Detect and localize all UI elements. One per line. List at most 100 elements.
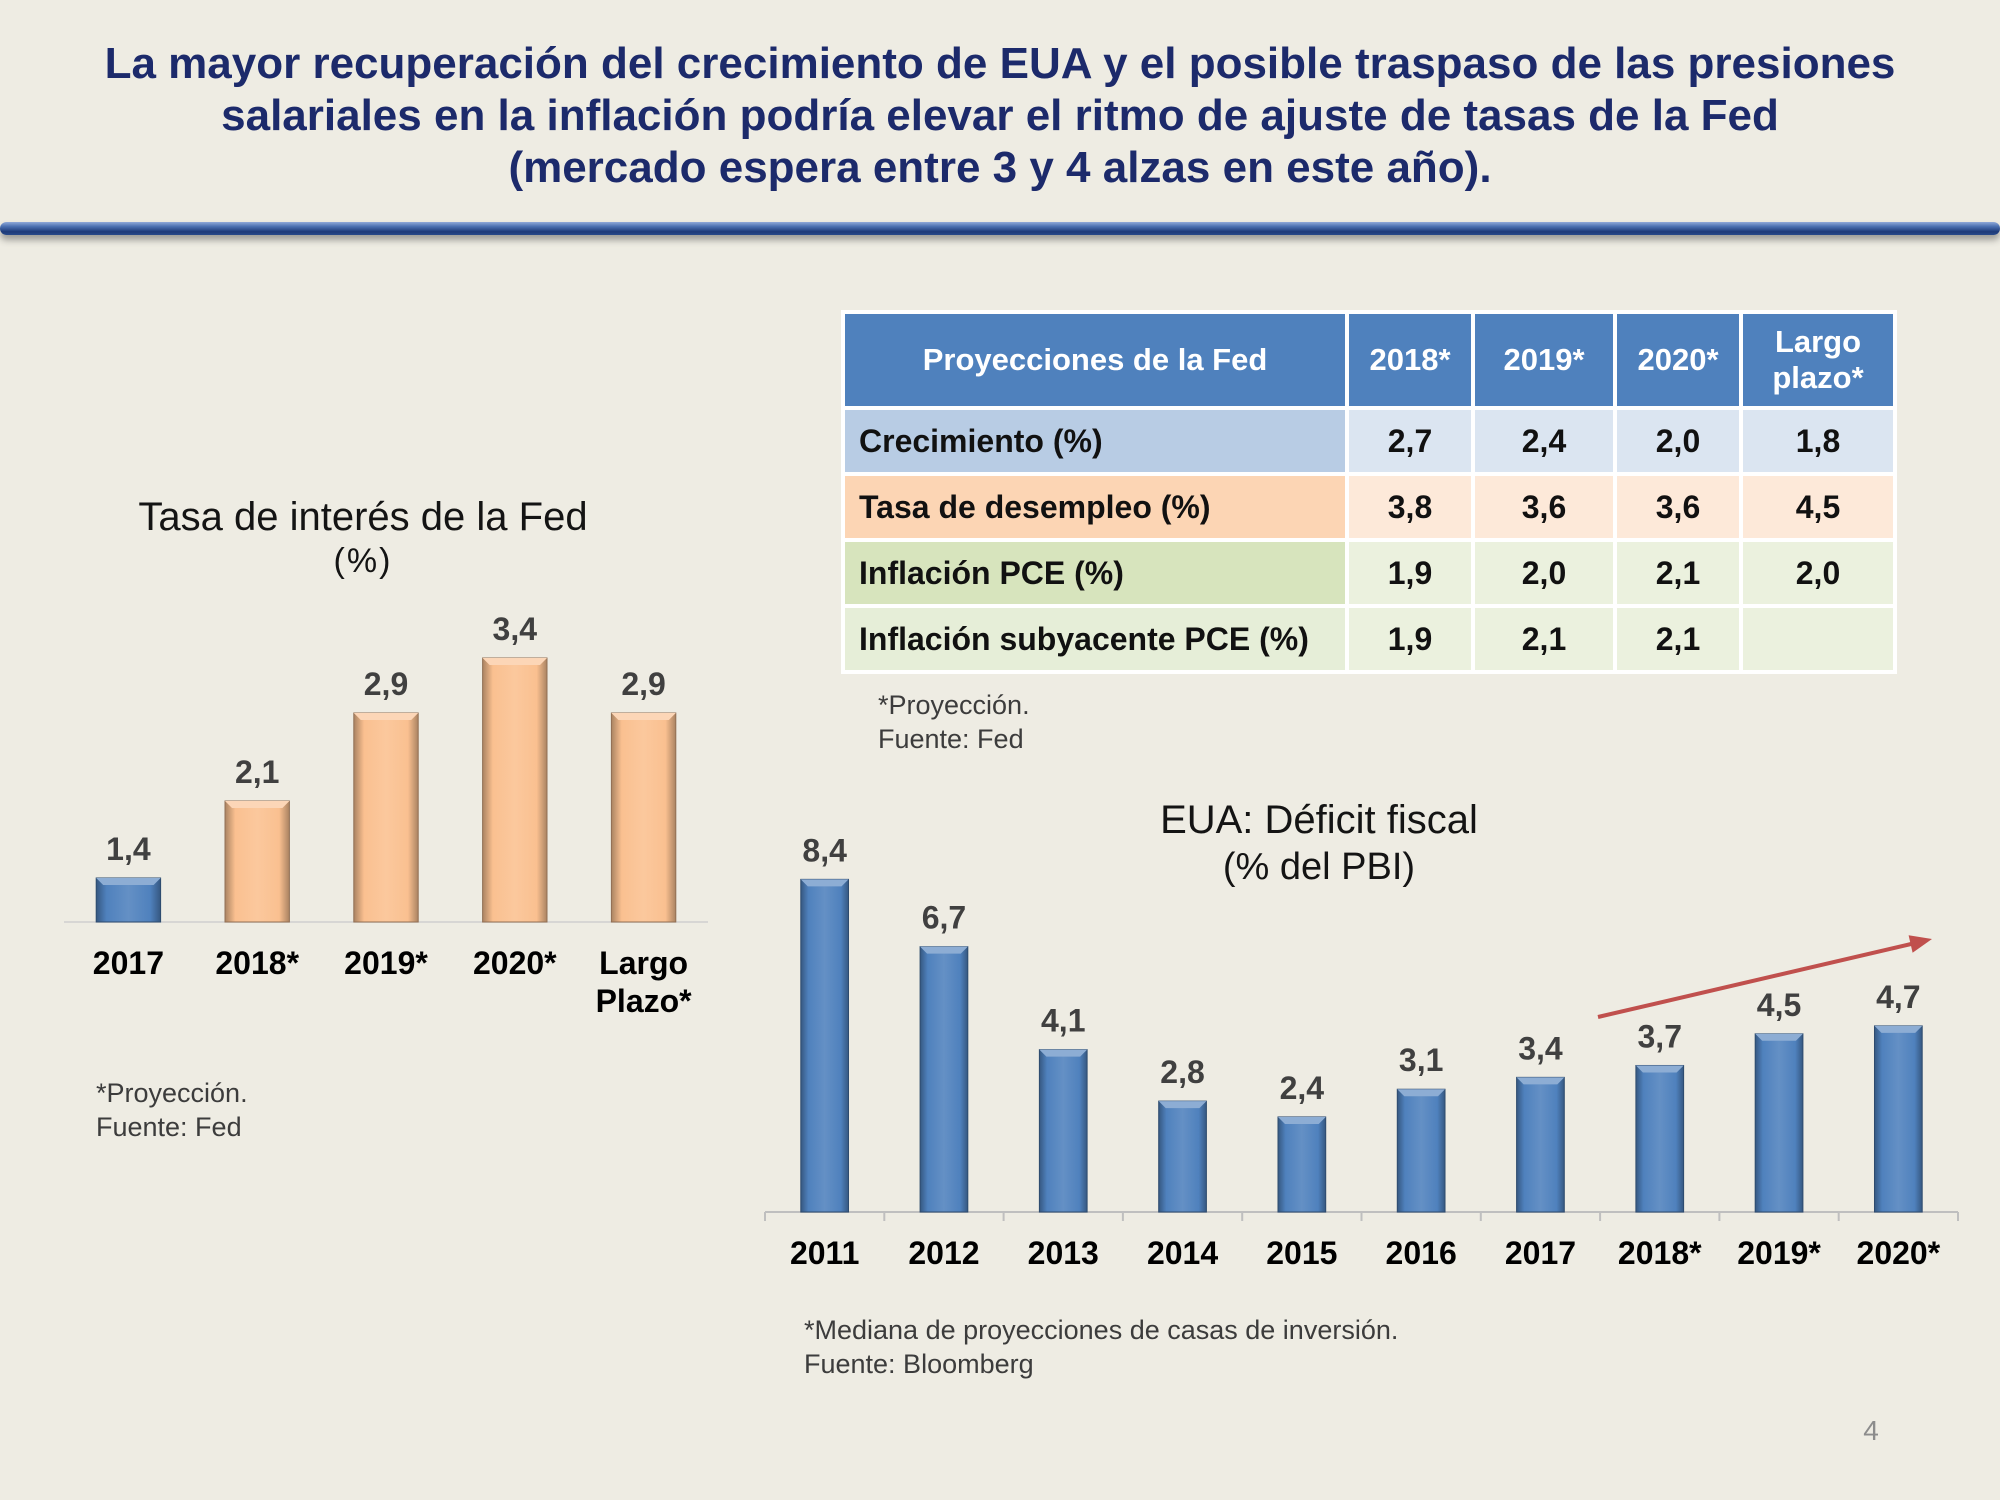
fed-rate-bar-bevel-2018 [225,801,290,808]
deficit-category-label-2011: 2011 [790,1235,859,1271]
fiscal-deficit-bar-chart: 8,4 2011 6,7 2012 4,1 2013 2,8 2014 2,4 2015 3,1 20… [764,832,1959,1271]
deficit-bar-2011 [800,878,850,1213]
cell-unemployment-2018: 3,8 [1349,476,1471,538]
deficit-bar-2016 [1396,1088,1446,1213]
cell-core-pce-inflation-2019: 2,1 [1475,608,1613,670]
deficit-chart-title: EUA: Déficit fiscal [1160,798,1478,842]
cell-core-pce-inflation-2020: 2,1 [1617,608,1739,670]
deficit-category-label-2015: 2015 [1266,1235,1337,1271]
row-label-unemployment: Tasa de desempleo (%) [845,476,1345,538]
table-row-growth: Crecimiento (%) 2,7 2,4 2,0 1,8 [845,410,1893,472]
fed-rate-category-label-2020: 2020* [473,945,557,981]
cell-pce-inflation-2019: 2,0 [1475,542,1613,604]
deficit-bar-2018 [1635,1064,1685,1213]
table-header-projections: Proyecciones de la Fed [845,314,1345,406]
fed-rate-chart-unit: (%) [333,542,393,580]
deficit-category-label-line: 2011 [790,1235,859,1271]
row-label-growth: Crecimiento (%) [845,410,1345,472]
fed-rate-note-source: Fuente: Fed [96,1112,242,1142]
deficit-category-label-line: 2013 [1028,1235,1099,1271]
deficit-category-label-line: 2016 [1386,1235,1457,1271]
trend-arrow-shaft [1597,942,1912,1019]
deficit-category-label-2012: 2012 [908,1235,979,1271]
deficit-category-label-2018: 2018* [1618,1235,1702,1271]
deficit-bar-bevel-2017 [1516,1077,1565,1085]
deficit-bar-2015 [1277,1116,1327,1213]
deficit-bar-bevel-2011 [800,879,849,887]
fed-rate-bar-2019 [353,712,419,923]
fed-rate-value-label-2020: 3,4 [493,611,538,647]
deficit-category-label-line: 2019* [1737,1235,1821,1271]
trend-arrow-head [1908,935,1932,953]
title-separator-bar [0,222,2000,235]
deficit-bar-bevel-2014 [1158,1101,1207,1109]
deficit-category-label-line: 2012 [908,1235,979,1271]
deficit-bar-2013 [1038,1049,1088,1213]
cell-pce-inflation-2020: 2,1 [1617,542,1739,604]
deficit-chart-unit: (% del PBI) [1222,846,1416,888]
deficit-bar-bevel-2015 [1277,1116,1326,1124]
deficit-category-label-2014: 2014 [1147,1235,1218,1271]
fed-rate-category-label-2017: 2017 [93,945,164,981]
deficit-bar-bevel-2019 [1755,1033,1803,1041]
fed-rate-category-label-2018: 2018* [215,945,299,981]
deficit-value-label-2011: 8,4 [802,832,847,868]
deficit-value-label-2016: 3,1 [1399,1042,1443,1078]
cell-pce-inflation-long-term: 2,0 [1743,542,1893,604]
deficit-category-label-2019: 2019* [1737,1235,1821,1271]
deficit-bar-bevel-2013 [1039,1049,1088,1057]
fed-rate-category-label-2019: 2019* [344,945,428,981]
fed-rate-bar-bevel-largo-plazo [611,713,676,720]
table-row-core-pce-inflation: Inflación subyacente PCE (%) 1,9 2,1 2,1 [845,608,1893,670]
fed-rate-category-label-line: Largo [599,945,688,981]
cell-pce-inflation-2018: 1,9 [1349,542,1471,604]
cell-unemployment-long-term: 4,5 [1743,476,1893,538]
deficit-note-source: Fuente: Bloomberg [804,1349,1034,1379]
deficit-bar-2017 [1516,1076,1565,1213]
table-header-2020: 2020* [1617,314,1739,406]
deficit-value-label-2014: 2,8 [1160,1054,1204,1090]
fed-rate-category-label-line: 2018* [215,945,299,981]
cell-unemployment-2019: 3,6 [1475,476,1613,538]
deficit-category-label-2013: 2013 [1028,1235,1099,1271]
cell-growth-2019: 2,4 [1475,410,1613,472]
fed-rate-bar-2018 [224,800,290,923]
slide-title-line-2: salariales en la inflación podría elevar… [221,91,1779,140]
fed-rate-bar-largo-plazo [610,712,677,923]
deficit-value-label-2012: 6,7 [922,900,966,936]
deficit-value-label-2019: 4,5 [1757,987,1801,1023]
row-label-core-pce-inflation: Inflación subyacente PCE (%) [845,608,1345,670]
row-label-pce-inflation: Inflación PCE (%) [845,542,1345,604]
page-number: 4 [1863,1415,1879,1446]
deficit-value-label-2013: 4,1 [1041,1003,1085,1039]
fed-rate-chart-title: Tasa de interés de la Fed [138,495,588,539]
deficit-bar-bevel-2020 [1874,1025,1923,1033]
deficit-category-label-2017: 2017 [1505,1235,1576,1271]
cell-core-pce-inflation-long-term [1743,608,1893,670]
slide-title-line-1: La mayor recuperación del crecimiento de… [104,39,1896,88]
fed-rate-note-projection: *Proyección. [96,1078,248,1108]
fed-rate-category-label-line: 2020* [473,945,557,981]
fed-rate-chart-notes: *Proyección. Fuente: Fed [96,1076,248,1144]
deficit-bar-bevel-2016 [1397,1089,1446,1097]
fed-rate-value-label-2019: 2,9 [364,666,408,702]
table-header-long-term: Largo plazo* [1743,314,1893,406]
deficit-category-label-line: 2018* [1618,1235,1702,1271]
deficit-value-label-2017: 3,4 [1518,1030,1563,1066]
fed-rate-bar-chart: 1,4 2017 2,1 2018* 2,9 2019* 3,4 2020* 2,9 Largo P… [64,611,708,1019]
deficit-category-label-2016: 2016 [1386,1235,1457,1271]
deficit-bar-2012 [919,946,969,1213]
table-header-2018: 2018* [1349,314,1471,406]
fed-rate-bar-bevel-2017 [96,878,161,885]
deficit-value-label-2018: 3,7 [1638,1018,1682,1054]
fed-rate-category-label-line: 2017 [93,945,164,981]
deficit-bar-2020 [1873,1025,1923,1213]
cell-growth-2018: 2,7 [1349,410,1471,472]
fed-rate-category-label-line: Plazo* [596,983,693,1019]
deficit-category-label-line: 2014 [1147,1235,1218,1271]
deficit-note-median: *Mediana de proyecciones de casas de inv… [804,1315,1399,1345]
fed-rate-bar-2017 [95,877,162,923]
table-header-2019: 2019* [1475,314,1613,406]
fed-rate-value-label-2018: 2,1 [235,754,279,790]
fed-rate-bar-bevel-2019 [353,713,419,720]
